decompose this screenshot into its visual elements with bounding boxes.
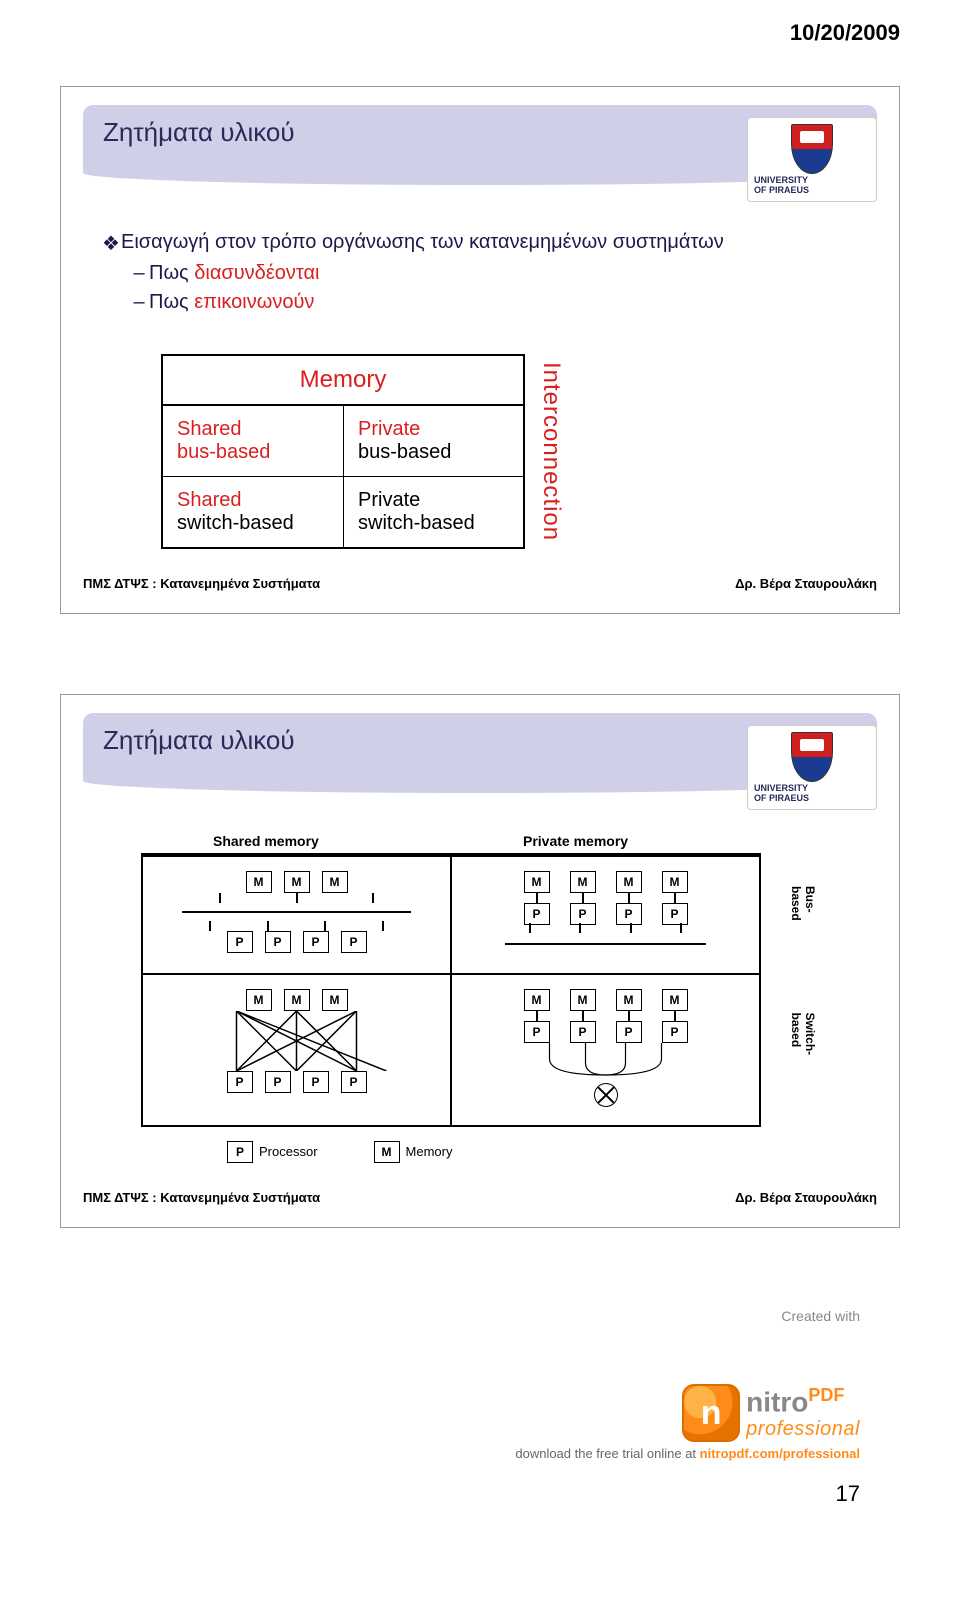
node-p: P [227, 931, 253, 953]
col-private-memory: Private memory [523, 833, 628, 849]
node-p: P [524, 1021, 550, 1043]
slide1-footer-left: ΠΜΣ ΔΤΨΣ : Κατανεμημένα Συστήματα [83, 576, 320, 591]
node-m: M [524, 871, 550, 893]
node-p: P [616, 1021, 642, 1043]
nitro-word: nitro [746, 1386, 808, 1417]
node-p: P [662, 903, 688, 925]
node-p: P [524, 903, 550, 925]
node-p: P [616, 903, 642, 925]
cell-shared-bus: Sharedbus-based [163, 406, 343, 476]
created-with-label: Created with [60, 1308, 900, 1324]
node-m: M [570, 871, 596, 893]
node-p: P [662, 1021, 688, 1043]
university-logo: UNIVERSITY OF PIRAEUS [747, 117, 877, 202]
slide2-footer-left: ΠΜΣ ΔΤΨΣ : Κατανεμημένα Συστήματα [83, 1190, 320, 1205]
node-p: P [303, 931, 329, 953]
node-m: M [284, 989, 310, 1011]
nitro-icon: n [682, 1384, 740, 1442]
shield-icon [791, 124, 833, 174]
crossbar-wires [153, 1011, 440, 1071]
node-p: P [265, 1071, 291, 1093]
node-m: M [284, 871, 310, 893]
slide1-title: Ζητήματα υλικού [103, 117, 295, 147]
slide2-title: Ζητήματα υλικού [103, 725, 295, 755]
node-m: M [662, 989, 688, 1011]
slide1-footer-right: Δρ. Βέρα Σταυρουλάκη [735, 576, 877, 591]
switch-wires [462, 1043, 749, 1083]
logo-line2: OF PIRAEUS [748, 794, 876, 804]
legend-m-label: Memory [406, 1144, 453, 1159]
legend-p-label: Processor [259, 1144, 318, 1159]
col-shared-memory: Shared memory [213, 833, 319, 849]
node-m: M [570, 989, 596, 1011]
slide1-sub1: – Πως διασυνδέονται [129, 262, 859, 285]
slide1-bullet: ❖ Εισαγωγή στον τρόπο οργάνωσης των κατα… [101, 231, 859, 256]
page-number: 17 [60, 1461, 900, 1527]
row-switch-based: Switch-based [789, 1013, 817, 1088]
legend-m-icon: M [374, 1141, 400, 1163]
cell-private-switch-dia: MP MP MP MP [450, 975, 759, 1125]
page-date: 10/20/2009 [60, 0, 900, 86]
trial-line: download the free trial online at nitrop… [60, 1442, 900, 1461]
memory-table: Memory Sharedbus-based Privatebus-based … [161, 354, 525, 549]
node-p: P [227, 1071, 253, 1093]
cell-shared-switch: Sharedswitch-based [163, 477, 343, 547]
node-p: P [570, 903, 596, 925]
cell-shared-switch-dia: M M M P P P P [143, 975, 450, 1125]
node-m: M [322, 871, 348, 893]
diagram-legend: P Processor M Memory [221, 1141, 859, 1163]
node-m: M [246, 871, 272, 893]
cell-private-bus: Privatebus-based [343, 406, 523, 476]
nitro-pro-word: professional [746, 1418, 860, 1441]
memory-header: Memory [163, 356, 523, 405]
row-bus-based: Bus-based [789, 886, 817, 944]
switch-hub-icon [594, 1083, 618, 1107]
node-m: M [524, 989, 550, 1011]
node-p: P [341, 1071, 367, 1093]
slide-1: Ζητήματα υλικού UNIVERSITY OF PIRAEUS ❖ … [60, 86, 900, 614]
slide-2: Ζητήματα υλικού UNIVERSITY OF PIRAEUS Sh… [60, 694, 900, 1228]
interconnection-label: Interconnection [537, 362, 565, 541]
nitro-branding: n nitroPDF professional [60, 1324, 900, 1442]
node-m: M [322, 989, 348, 1011]
cell-private-switch: Privateswitch-based [343, 477, 523, 547]
node-m: M [616, 871, 642, 893]
node-m: M [246, 989, 272, 1011]
legend-p-icon: P [227, 1141, 253, 1163]
node-m: M [616, 989, 642, 1011]
slide1-sub2: – Πως επικοινωνούν [129, 291, 859, 314]
architecture-diagram: Shared memory Private memory Bus-based M… [141, 853, 761, 1127]
cell-private-bus-dia: MP MP MP MP [450, 857, 759, 973]
university-logo-2: UNIVERSITY OF PIRAEUS [747, 725, 877, 810]
node-p: P [303, 1071, 329, 1093]
node-p: P [265, 931, 291, 953]
cell-shared-bus-dia: M M M P P P P [143, 857, 450, 973]
nitro-pdf-word: PDF [808, 1385, 844, 1405]
node-p: P [341, 931, 367, 953]
shield-icon [791, 732, 833, 782]
logo-line2: OF PIRAEUS [748, 186, 876, 196]
node-m: M [662, 871, 688, 893]
slide2-footer-right: Δρ. Βέρα Σταυρουλάκη [735, 1190, 877, 1205]
memory-table-wrap: Memory Sharedbus-based Privatebus-based … [161, 354, 859, 549]
node-p: P [570, 1021, 596, 1043]
